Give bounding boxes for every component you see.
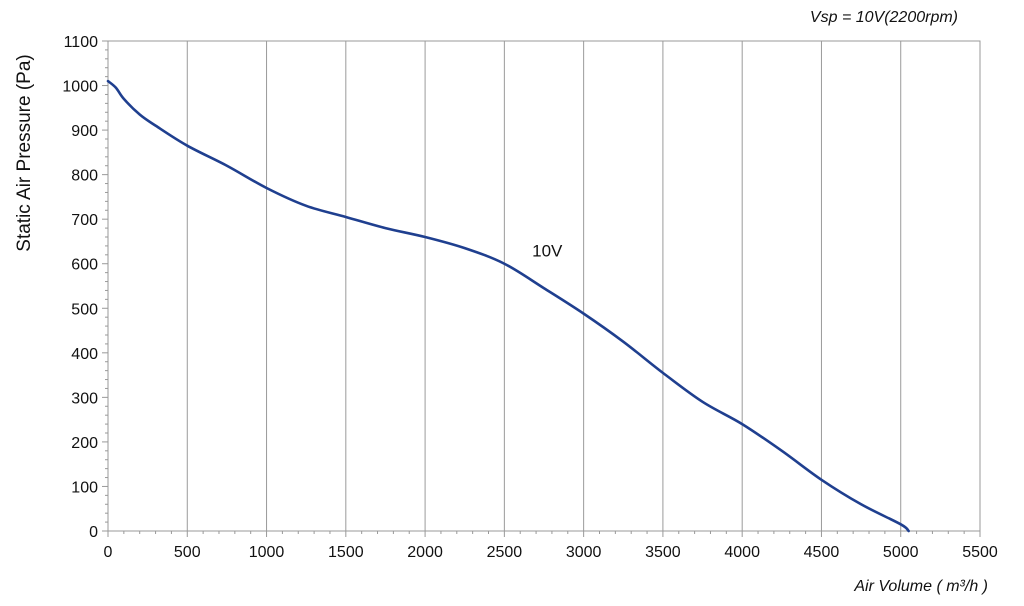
y-tick-label: 500 <box>71 301 98 318</box>
plot-area <box>107 40 981 532</box>
x-tick-label: 4000 <box>724 544 760 561</box>
y-axis: 0 100 200 300 400 500 600 700 800 900 1000 1100 <box>62 34 108 541</box>
y-tick-label: 1000 <box>62 79 98 96</box>
series-label: 10V <box>532 241 563 260</box>
x-tick-label: 1500 <box>328 544 364 561</box>
series-group: 10V <box>106 79 910 533</box>
x-tick-label: 4500 <box>804 544 840 561</box>
x-axis: 0 500 1000 1500 2000 2500 3000 3500 4000 4500 5000… <box>104 531 998 561</box>
x-tick-label: 5000 <box>883 544 919 561</box>
x-axis-label: Air Volume ( m³/h ) <box>853 578 988 595</box>
x-tick-label: 3500 <box>645 544 681 561</box>
y-tick-label: 600 <box>71 257 98 274</box>
x-tick-label: 5500 <box>962 544 998 561</box>
y-tick-label: 100 <box>71 479 98 496</box>
y-axis-label: Static Air Pressure (Pa) <box>14 54 35 251</box>
y-tick-label: 1100 <box>64 34 99 51</box>
x-tick-label: 3000 <box>566 544 602 561</box>
x-tick-label: 2000 <box>407 544 443 561</box>
series-line-10v <box>106 79 910 533</box>
speed-annotation: Vsp = 10V(2200rpm) <box>810 9 958 26</box>
x-tick-label: 0 <box>104 544 113 561</box>
y-tick-label: 400 <box>71 346 98 363</box>
x-tick-label: 500 <box>174 544 201 561</box>
y-tick-label: 700 <box>71 212 98 229</box>
y-tick-label: 0 <box>89 524 98 541</box>
y-tick-label: 200 <box>71 435 98 452</box>
y-tick-label: 800 <box>71 168 98 185</box>
y-tick-label: 300 <box>71 390 98 407</box>
gridlines <box>186 41 902 531</box>
x-tick-label: 2500 <box>487 544 523 561</box>
x-tick-label: 1000 <box>249 544 285 561</box>
y-tick-label: 900 <box>71 123 98 140</box>
